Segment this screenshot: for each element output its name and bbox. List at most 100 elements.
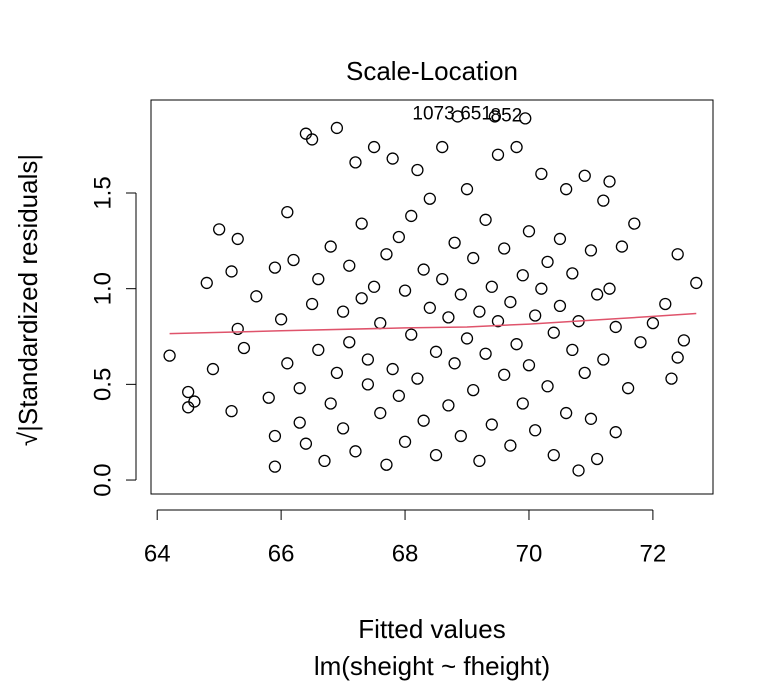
point [541,255,554,269]
x-tick-label: 66 [268,540,295,567]
point [237,341,251,355]
point [519,112,532,125]
point [553,299,567,313]
point [479,347,492,360]
point [659,297,672,311]
point [671,248,684,261]
point [374,406,387,420]
point [529,424,542,437]
point [268,261,282,274]
y-tick-label: 1.0 [89,272,116,305]
point [367,140,381,154]
point [621,382,635,395]
point [566,343,579,357]
point [213,223,226,236]
point [231,232,244,246]
point [392,389,406,402]
point [516,397,529,410]
point [448,236,461,249]
y-tick-label: 0.5 [89,368,116,401]
point [250,290,263,303]
point [188,395,201,408]
point [380,248,393,261]
point [634,336,647,349]
point [615,240,629,253]
point [429,449,443,462]
point [200,276,213,290]
point [417,414,430,427]
point [349,445,362,458]
point [529,309,542,322]
point [671,351,684,364]
point [361,378,375,391]
point [628,217,641,230]
point [274,313,288,326]
point [398,284,412,297]
point [305,297,319,311]
point [268,429,282,443]
point-label: 852 [491,105,523,126]
point [522,225,536,238]
point [690,276,703,290]
point [305,133,319,146]
point [460,332,474,345]
point [510,140,523,154]
x-tick-label: 68 [392,540,419,567]
point [454,429,467,443]
point [343,336,356,349]
point [504,439,517,452]
smooth-line [169,312,697,335]
point [603,282,616,295]
point [535,167,548,181]
point [361,353,375,366]
point [584,412,598,425]
point [541,380,554,393]
x-tick-label: 64 [144,540,171,567]
point [405,209,418,223]
point [268,460,282,473]
point [491,315,505,328]
point [355,292,368,305]
point [386,362,399,376]
point [498,242,511,255]
point-label: 1073 [412,103,454,124]
point [312,343,325,357]
point [485,280,498,293]
point [436,272,449,286]
point [572,464,585,477]
point [343,259,356,272]
point [392,230,406,244]
point [417,263,430,276]
point [553,232,567,246]
y-axis-label: √|Standardized residuals| [13,154,43,446]
point [597,194,610,207]
point [299,127,313,140]
chart-title: Scale-Location [346,56,518,86]
point [485,418,498,431]
point [299,437,313,450]
point-label: 651 [460,103,492,124]
point [330,366,344,380]
point [287,253,300,267]
y-tick-label: 1.5 [89,176,116,209]
point [646,316,660,330]
point [405,328,418,341]
plot-box [150,99,714,495]
point [423,301,436,314]
point [522,359,536,372]
point [491,148,505,161]
point [597,353,610,366]
point [547,326,560,339]
point [473,305,486,318]
point [423,192,436,205]
point [281,357,294,370]
point [225,404,238,418]
point [293,416,306,429]
point [665,372,678,385]
point [281,205,294,219]
point [374,316,387,330]
point [510,338,523,351]
point [262,391,275,404]
point [411,163,424,177]
